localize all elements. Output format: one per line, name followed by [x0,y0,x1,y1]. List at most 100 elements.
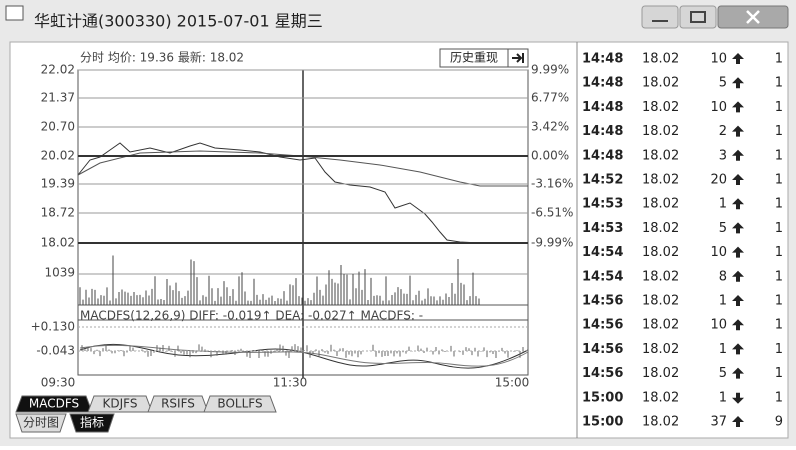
trade-count: 1 [775,294,783,309]
trade-price: 18.02 [642,342,679,357]
trade-volume: 1 [719,390,727,405]
trade-direction [732,367,744,379]
trade-volume: 1 [719,342,727,357]
trade-count: 1 [775,366,783,381]
time-label: 11:30 [273,376,308,390]
price-label: 21.37 [41,91,75,105]
trade-time: 14:48 [582,52,623,67]
trade-count: 1 [775,124,783,139]
trade-direction [732,53,744,64]
trade-count: 1 [775,148,783,163]
trade-direction [732,101,744,113]
trade-time: 15:00 [582,390,623,405]
indicator-tab[interactable] [203,395,277,413]
window-title: 华虹计通(300330) 2015-07-01 星期三 [34,12,323,31]
trade-time: 14:48 [582,124,623,139]
trade-price: 18.02 [642,148,679,163]
trade-time: 14:48 [582,148,623,163]
trade-time: 14:48 [582,100,623,115]
percent-label: 3.42% [531,120,569,134]
trade-volume: 5 [719,76,727,91]
price-label: 18.02 [41,236,75,250]
time-label: 09:30 [41,376,76,390]
trade-count: 1 [775,76,783,91]
trade-price: 18.02 [642,52,679,67]
percent-label: 6.77% [531,91,569,105]
trade-volume: 10 [710,318,727,333]
percent-label: 9.99% [531,63,569,77]
trade-price: 18.02 [642,245,679,260]
trade-time: 14:56 [582,318,623,333]
volume-label: 1039 [44,266,75,280]
price-label: 22.02 [41,63,75,77]
indicator-tab[interactable] [87,395,153,413]
trade-volume: 10 [710,100,727,115]
trade-direction [732,343,744,355]
trade-count: 1 [775,221,783,236]
time-label: 15:00 [495,376,530,390]
trade-direction [732,174,744,185]
trade-count: 1 [775,342,783,357]
trade-price: 18.02 [642,100,679,115]
trade-count: 1 [775,173,783,188]
trade-count: 1 [775,269,783,284]
trade-volume: 10 [710,245,727,260]
price-label: 18.72 [41,206,75,220]
trade-price: 18.02 [642,269,679,284]
view-tab[interactable] [15,413,67,433]
macd-label: -0.043 [36,344,75,358]
indicator-tab-label[interactable]: RSIFS [161,397,195,411]
macd-label: +0.130 [31,320,75,334]
trade-volume: 8 [719,269,727,284]
trade-direction [732,125,744,137]
app-icon [5,5,24,21]
chart-header: 分时 均价: 19.36 最新: 18.02 [80,50,244,65]
trade-count: 9 [775,415,783,430]
trade-direction [732,77,744,89]
minimize-button[interactable] [641,5,679,29]
macd-header: MACDFS(12,26,9) DIFF: -0.019↑ DEA: -0.02… [80,309,423,323]
trade-time: 14:54 [582,269,623,284]
indicator-tab-label[interactable]: MACDFS [29,397,79,411]
trade-direction [732,295,744,306]
trade-volume: 5 [719,366,727,381]
indicator-tab-label[interactable]: BOLLFS [217,397,262,411]
trade-count: 1 [775,245,783,260]
price-label: 19.39 [41,177,75,191]
trade-price: 18.02 [642,294,679,309]
trade-direction [732,416,744,427]
price-line [77,142,481,244]
trade-time: 14:54 [582,245,623,260]
trade-price: 18.02 [642,173,679,188]
percent-label: 0.00% [531,149,569,163]
trade-time: 14:56 [582,294,623,309]
trade-direction [732,222,744,234]
percent-label: -9.99% [531,236,573,250]
indicator-tab-label[interactable]: KDJFS [103,397,138,411]
maximize-button[interactable] [679,5,717,29]
trade-time: 14:53 [582,221,623,236]
view-tab-label[interactable]: 指标 [80,415,104,430]
average-line [77,150,528,187]
trade-time: 14:52 [582,173,623,188]
trade-direction [732,319,744,331]
percent-label: -3.16% [531,177,573,191]
view-tab[interactable] [69,413,115,433]
trade-price: 18.02 [642,366,679,381]
trade-volume: 37 [710,415,727,430]
trade-count: 1 [775,390,783,405]
history-button-label[interactable]: 历史重现 [450,51,498,65]
indicator-tab[interactable] [15,395,93,413]
trade-direction [732,198,744,210]
view-tab-label[interactable]: 分时图 [23,416,59,430]
trade-price: 18.02 [642,221,679,236]
price-label: 20.70 [41,120,75,134]
trade-count: 1 [775,52,783,67]
indicator-tab[interactable] [147,395,209,413]
percent-label: -6.51% [531,206,573,220]
trade-volume: 1 [719,197,727,212]
trade-time: 15:00 [582,415,623,430]
trade-count: 1 [775,197,783,212]
intraday-chart: 分时 均价: 19.36 最新: 18.02 历史重现 MACDFS(12,26… [77,48,529,378]
client-area [9,41,789,439]
